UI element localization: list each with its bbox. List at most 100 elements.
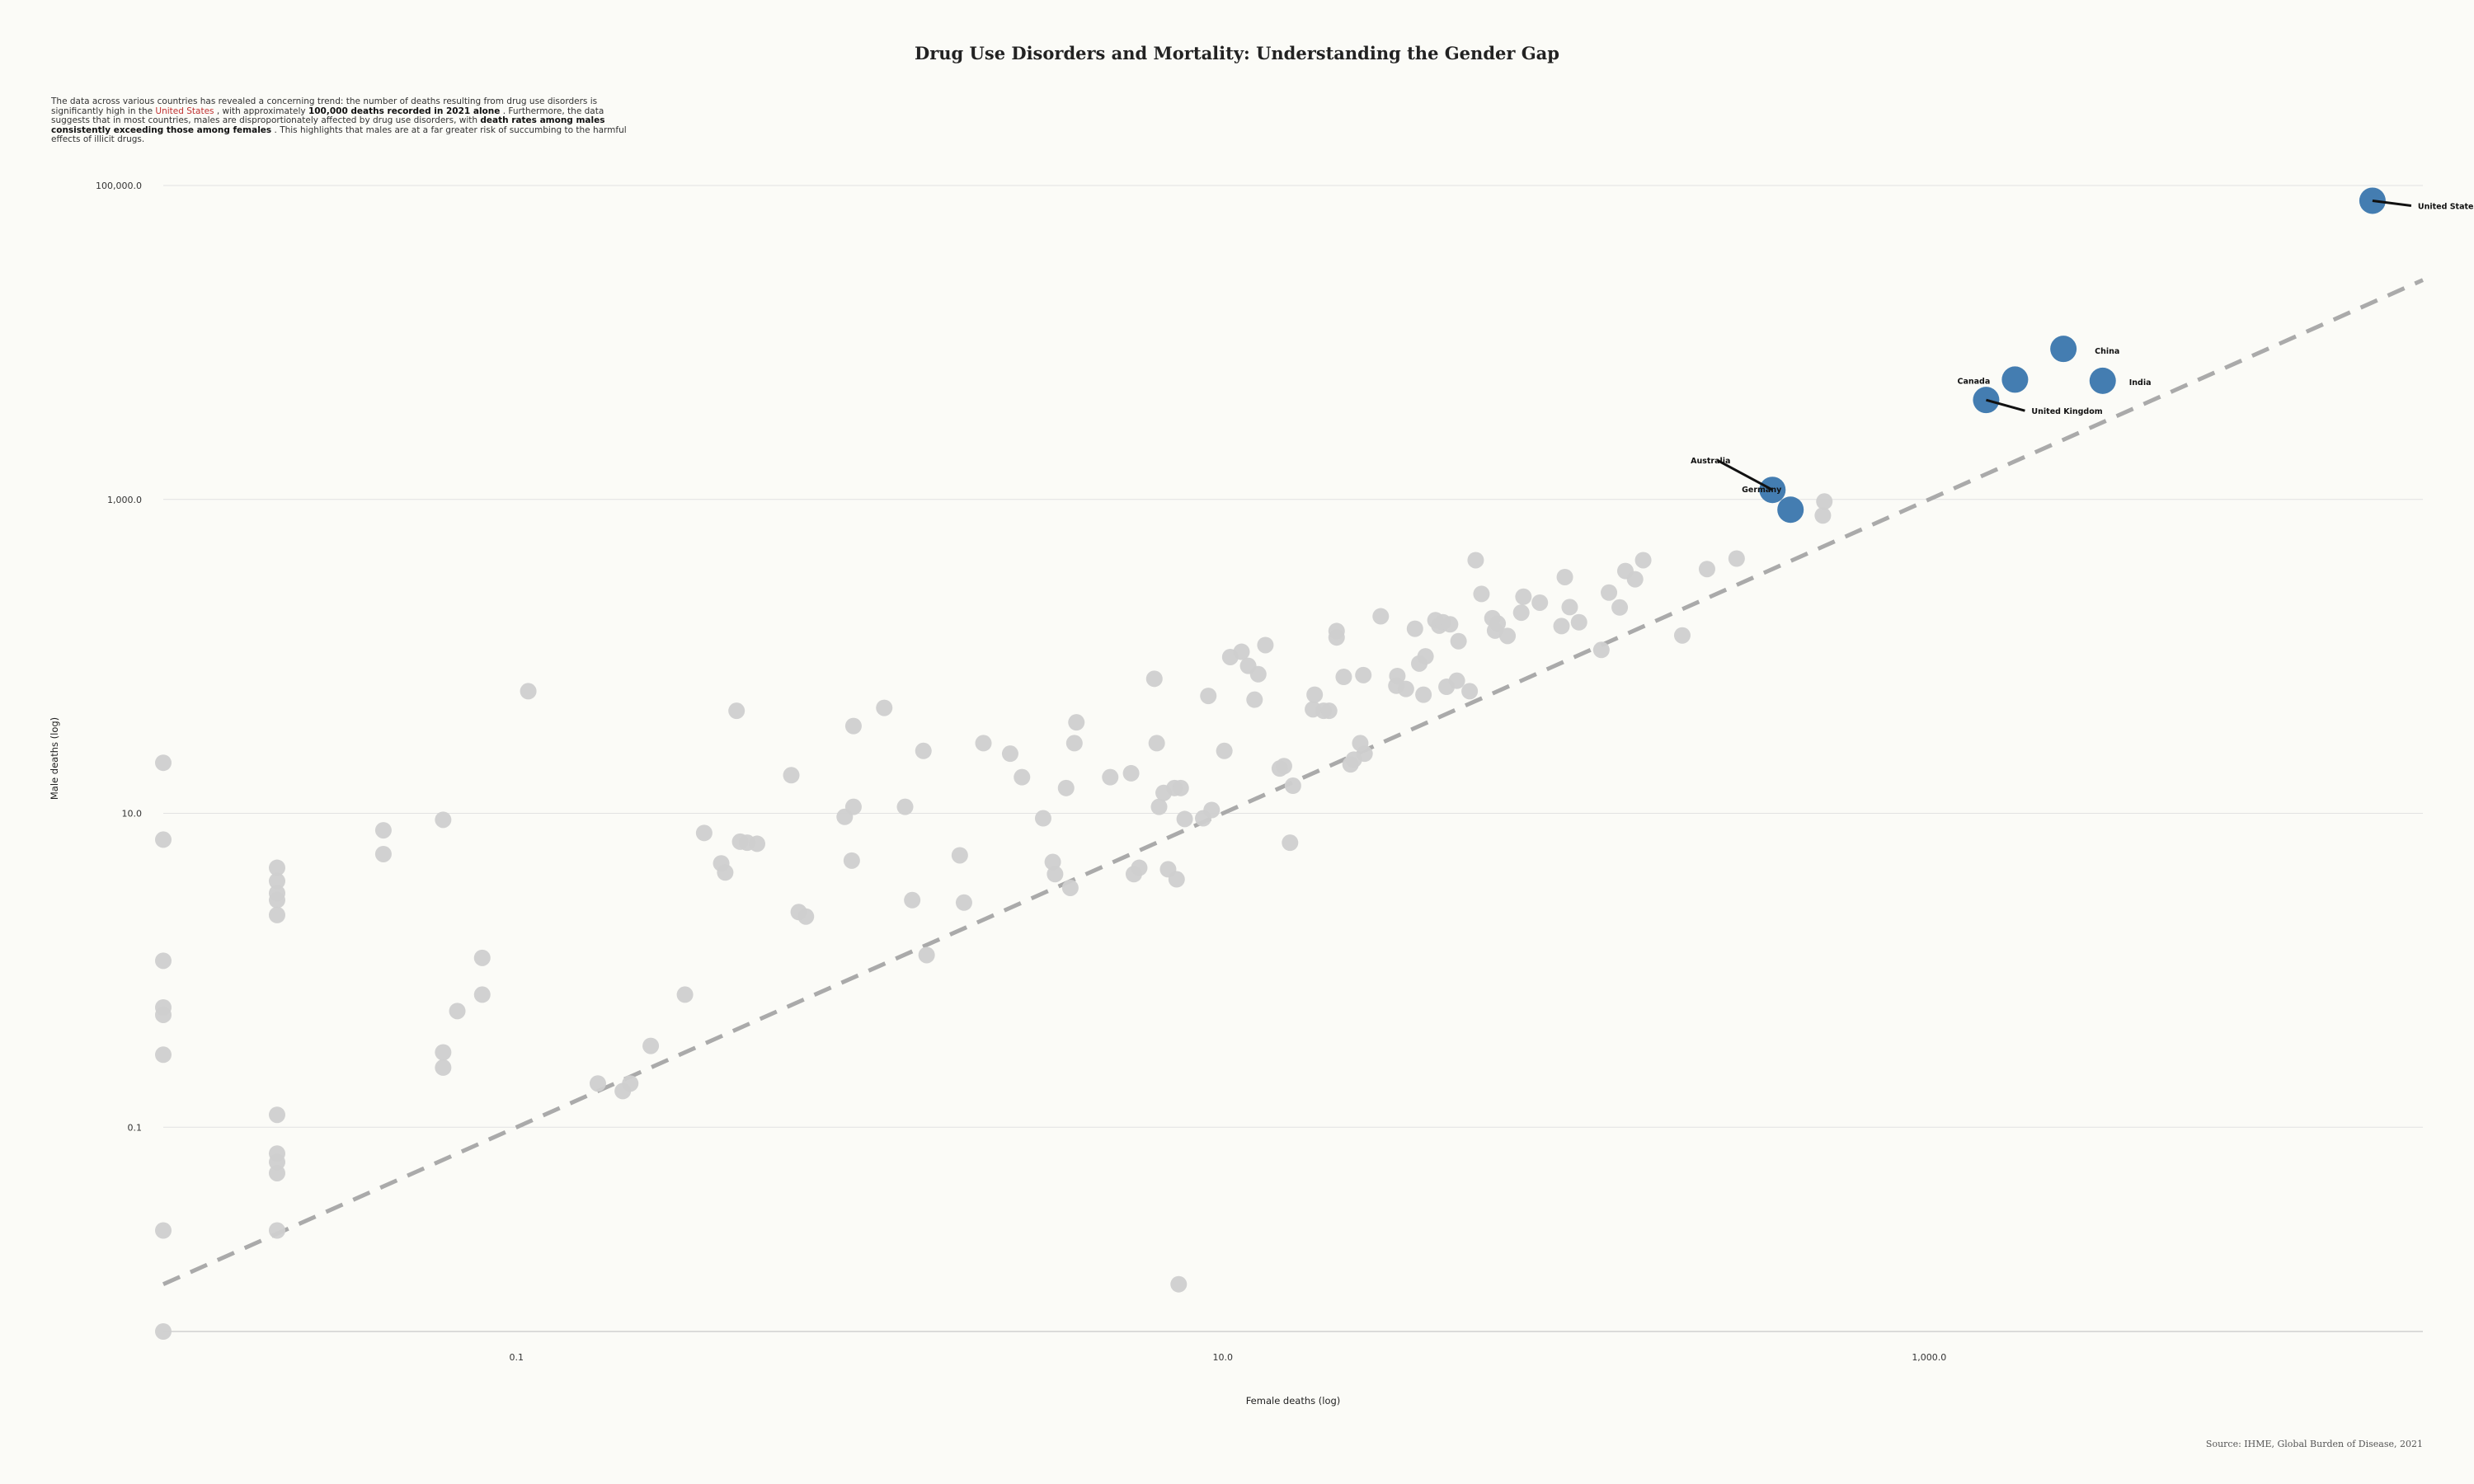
country-point	[1389, 667, 1406, 684]
country-point	[155, 1323, 172, 1340]
country-point	[374, 822, 392, 839]
country-point	[918, 946, 935, 964]
y-tick-label: 100,000.0	[96, 181, 142, 191]
country-point	[1282, 834, 1299, 852]
x-axis-label: Female deaths (log)	[1246, 1395, 1341, 1407]
subtitle-part-4: . Furthermore, the data suggests that in…	[51, 106, 604, 125]
country-point	[155, 1046, 172, 1064]
country-point	[1531, 594, 1549, 611]
country-point	[975, 735, 992, 752]
country-point	[844, 717, 862, 735]
country-point	[904, 891, 921, 909]
country-point	[1397, 680, 1414, 697]
country-point	[915, 742, 932, 759]
country-point	[1448, 672, 1465, 689]
country-point	[1233, 643, 1250, 660]
country-point	[1257, 636, 1274, 654]
country-point	[268, 859, 285, 876]
country-point	[520, 683, 537, 700]
label-leader-line	[1986, 398, 2025, 412]
y-axis-label: Male deaths (log)	[49, 717, 60, 800]
country-point	[843, 852, 860, 869]
x-tick-label: 0.1	[510, 1352, 524, 1363]
country-point	[1034, 810, 1051, 827]
country-point	[1515, 588, 1532, 605]
country-point	[797, 908, 815, 925]
country-point	[749, 835, 766, 852]
country-point	[1673, 627, 1691, 644]
country-point	[1145, 670, 1163, 688]
country-point	[1148, 735, 1165, 752]
country-point	[1284, 777, 1301, 795]
country-point	[1467, 552, 1484, 569]
country-point	[1570, 613, 1587, 631]
subtitle-part-0: The data across various countries has re…	[51, 96, 598, 116]
country-point	[955, 894, 972, 911]
country-point	[1499, 627, 1517, 645]
country-point	[1203, 801, 1221, 819]
country-point	[1372, 608, 1390, 625]
country-point	[1816, 493, 1833, 510]
country-label-germany: Germany	[1742, 486, 1782, 495]
chart-subtitle: The data across various countries has re…	[51, 96, 628, 145]
country-point	[1553, 618, 1570, 635]
country-point	[435, 811, 452, 829]
country-point	[1592, 641, 1610, 659]
country-point	[1450, 632, 1467, 650]
country-point	[1306, 686, 1324, 703]
country-point	[1200, 688, 1217, 705]
country-point	[1698, 561, 1715, 578]
country-label-canada: Canada	[1958, 377, 1991, 386]
country-point	[728, 702, 745, 720]
country-point	[1442, 616, 1459, 633]
country-label-united-kingdom: United Kingdom	[2031, 407, 2102, 416]
country-label-india: India	[2129, 378, 2152, 387]
y-tick-label: 10.0	[122, 809, 143, 819]
country-label-china: China	[2095, 347, 2119, 356]
country-point	[155, 1222, 172, 1239]
country-point	[1415, 686, 1432, 703]
country-point	[1461, 683, 1479, 700]
country-point	[268, 872, 285, 890]
country-point	[268, 891, 285, 909]
country-point	[155, 754, 172, 772]
country-point	[1328, 622, 1345, 640]
country-point	[435, 1059, 452, 1076]
grid-lines	[163, 185, 2423, 1128]
reference-line	[162, 278, 2425, 1286]
x-tick-label: 10.0	[1213, 1352, 1234, 1363]
country-point	[1355, 666, 1372, 683]
country-point	[155, 952, 172, 970]
country-point	[1150, 798, 1168, 815]
country-point	[695, 824, 713, 842]
country-point	[896, 798, 914, 815]
country-point	[876, 699, 893, 716]
country-point	[449, 1003, 466, 1020]
country-point	[642, 1037, 660, 1054]
country-point	[1601, 584, 1618, 601]
country-point	[473, 986, 491, 1003]
country-point	[1216, 742, 1233, 759]
country-point	[1001, 745, 1018, 763]
country-point	[473, 949, 491, 966]
highlight-point-canada	[2001, 366, 2029, 393]
subtitle-part-6: . This highlights that males are at a fa…	[51, 124, 627, 144]
country-point	[1556, 568, 1573, 585]
country-point	[1275, 758, 1292, 775]
label-leader-line	[1716, 458, 1774, 491]
country-point	[1131, 859, 1148, 876]
country-point	[1489, 615, 1507, 632]
country-point	[1065, 735, 1083, 752]
country-point	[155, 1006, 172, 1023]
country-point	[435, 1044, 452, 1061]
country-point	[1168, 871, 1185, 888]
country-label-united-states: United States	[2418, 202, 2474, 211]
country-point	[268, 1106, 285, 1124]
country-point	[1061, 879, 1079, 896]
country-point	[1634, 552, 1652, 569]
country-labels: United States China India Canada United King…	[1691, 199, 2474, 495]
subtitle-part-1: United States	[155, 106, 214, 116]
country-label-australia: Australia	[1691, 457, 1730, 466]
country-point	[1246, 691, 1263, 708]
